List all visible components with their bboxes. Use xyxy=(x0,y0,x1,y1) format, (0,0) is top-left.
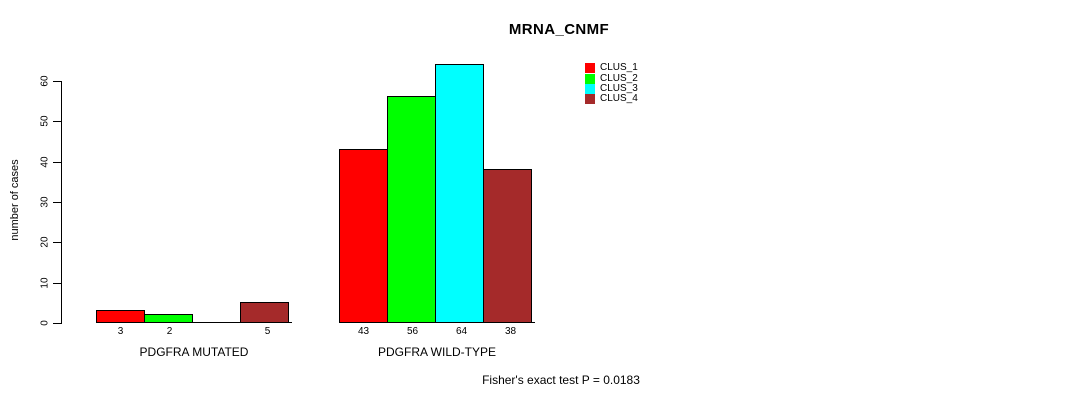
bar-group xyxy=(96,43,292,323)
category-label: PDGFRA MUTATED xyxy=(139,345,249,359)
bar-value-labels: 3 2 5 xyxy=(96,326,292,337)
bar-value-label: 3 xyxy=(117,326,124,337)
bar-value-label: 38 xyxy=(504,326,517,337)
legend-label: CLUS_4 xyxy=(600,93,638,105)
bar-value-label: 2 xyxy=(166,326,173,337)
bar-group xyxy=(339,43,535,323)
legend-label: CLUS_1 xyxy=(600,62,638,74)
legend-item: CLUS_4 xyxy=(585,93,638,105)
y-axis-line xyxy=(61,81,62,324)
y-axis-tick xyxy=(53,161,61,163)
bar-clus-1 xyxy=(96,310,145,322)
bar-clus-4 xyxy=(240,302,289,322)
bar-clus-1 xyxy=(339,149,388,322)
bar-value-label xyxy=(194,326,243,337)
bar-clus-2 xyxy=(144,314,193,322)
y-axis-tick xyxy=(53,81,61,82)
bar-clus-3 xyxy=(435,64,484,322)
legend-label: CLUS_2 xyxy=(600,72,638,84)
legend-swatch-clus-1 xyxy=(585,63,595,74)
stat-annotation: Fisher's exact test P = 0.0183 xyxy=(482,373,640,387)
legend-item: CLUS_3 xyxy=(585,82,638,94)
bar-value-labels: 43 56 64 38 xyxy=(339,326,535,337)
y-axis-tick xyxy=(53,242,61,244)
y-axis-tick xyxy=(53,202,61,203)
legend: CLUS_1 CLUS_2 CLUS_3 CLUS_4 xyxy=(585,63,638,105)
bar-value-label: 56 xyxy=(406,326,419,337)
chart-title: MRNA_CNMF xyxy=(508,21,610,38)
y-axis-tick xyxy=(53,323,61,324)
bar-value-label: 5 xyxy=(264,326,271,337)
y-axis-tick xyxy=(53,282,61,284)
legend-swatch-clus-3 xyxy=(585,83,595,94)
bar-value-label: 43 xyxy=(357,326,370,337)
category-label: PDGFRA WILD-TYPE xyxy=(377,345,497,359)
bar-clus-4 xyxy=(483,169,532,322)
legend-item: CLUS_2 xyxy=(585,72,638,84)
legend-swatch-clus-2 xyxy=(585,73,595,84)
legend-label: CLUS_3 xyxy=(600,82,638,94)
legend-item: CLUS_1 xyxy=(585,62,638,74)
bar-value-label: 64 xyxy=(455,326,468,337)
bar-clus-2 xyxy=(387,96,436,322)
y-axis-tick xyxy=(53,121,61,123)
legend-swatch-clus-4 xyxy=(585,94,595,105)
